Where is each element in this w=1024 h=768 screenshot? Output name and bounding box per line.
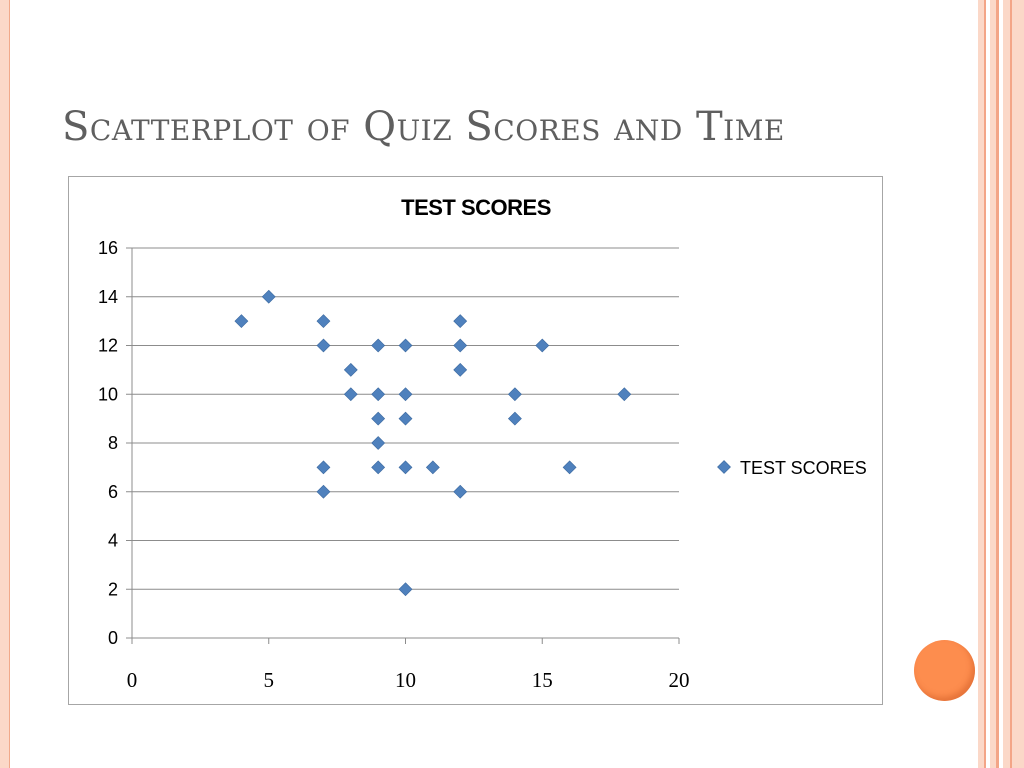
data-point bbox=[453, 362, 468, 377]
data-point bbox=[261, 289, 276, 304]
data-point bbox=[398, 338, 413, 353]
legend: TEST SCORES bbox=[717, 458, 867, 478]
data-point bbox=[398, 387, 413, 402]
data-point bbox=[453, 484, 468, 499]
data-point bbox=[234, 314, 249, 329]
data-point bbox=[316, 314, 331, 329]
axes: 0 2 4 6 8 10 12 14 16 0 5 10 15 20 bbox=[98, 238, 690, 692]
data-point bbox=[343, 362, 358, 377]
data-point bbox=[371, 460, 386, 475]
left-frame-border bbox=[0, 0, 10, 768]
data-point bbox=[425, 460, 440, 475]
y-tick-label: 12 bbox=[98, 336, 118, 356]
y-tick-label: 2 bbox=[108, 579, 118, 599]
data-point bbox=[507, 387, 522, 402]
data-point bbox=[371, 411, 386, 426]
data-point bbox=[507, 411, 522, 426]
data-point bbox=[453, 338, 468, 353]
decorative-orb bbox=[914, 640, 975, 701]
chart-title: TEST SCORES bbox=[401, 195, 551, 220]
data-point bbox=[371, 338, 386, 353]
y-tick-label: 8 bbox=[108, 433, 118, 453]
data-point bbox=[343, 387, 358, 402]
data-point bbox=[316, 460, 331, 475]
x-tick-label: 0 bbox=[127, 668, 138, 692]
x-tick-label: 10 bbox=[395, 668, 416, 692]
data-points bbox=[234, 289, 632, 597]
x-tick-label: 15 bbox=[532, 668, 553, 692]
data-point bbox=[535, 338, 550, 353]
x-tick-label: 20 bbox=[669, 668, 690, 692]
scatter-chart: TEST SCORES 0 2 4 6 8 10 12 14 16 0 5 10 15 20 TEST S… bbox=[68, 176, 883, 705]
data-point bbox=[398, 582, 413, 597]
right-frame-stripe bbox=[996, 0, 999, 768]
legend-marker bbox=[717, 460, 731, 474]
data-point bbox=[398, 460, 413, 475]
data-point bbox=[371, 436, 386, 450]
y-tick-label: 4 bbox=[108, 531, 118, 551]
y-tick-label: 0 bbox=[108, 628, 118, 648]
data-point bbox=[398, 411, 413, 426]
slide-title: Scatterplot of Quiz Scores and Time bbox=[62, 104, 785, 150]
right-frame-stripe bbox=[978, 0, 984, 768]
data-point bbox=[617, 387, 632, 402]
y-tick-label: 10 bbox=[98, 384, 118, 404]
data-point bbox=[453, 314, 468, 329]
chart-canvas: TEST SCORES 0 2 4 6 8 10 12 14 16 0 5 10 15 20 TEST S… bbox=[98, 195, 867, 692]
legend-label: TEST SCORES bbox=[740, 458, 867, 478]
right-frame-stripe bbox=[1010, 0, 1012, 768]
data-point bbox=[316, 338, 331, 353]
data-point bbox=[371, 387, 386, 402]
right-frame-stripe bbox=[984, 0, 986, 768]
right-frame-stripe bbox=[990, 0, 996, 768]
data-point bbox=[562, 460, 577, 475]
y-tick-label: 14 bbox=[98, 287, 118, 307]
y-tick-label: 16 bbox=[98, 238, 118, 258]
data-point bbox=[316, 484, 331, 499]
right-frame-stripe bbox=[1003, 0, 1024, 768]
x-tick-label: 5 bbox=[264, 668, 275, 692]
y-tick-label: 6 bbox=[108, 482, 118, 502]
